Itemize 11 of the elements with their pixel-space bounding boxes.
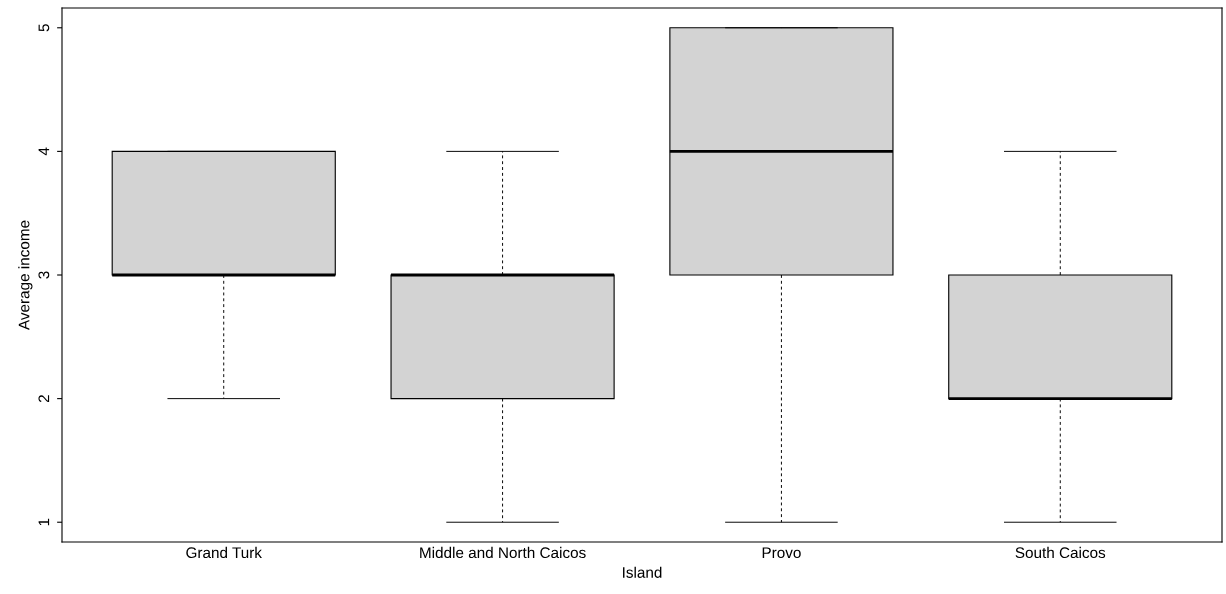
x-tick-label: Provo	[762, 547, 801, 559]
y-tick-label: 4	[38, 147, 50, 156]
y-axis-title: Average income	[18, 220, 33, 331]
y-tick-label: 5	[38, 24, 50, 32]
y-tick-label: 3	[38, 271, 50, 279]
y-tick-label: 1	[38, 518, 50, 526]
x-axis-title: Island	[623, 566, 662, 578]
x-tick-label: Middle and North Caicos	[420, 546, 586, 559]
x-tick-label: South Caicos	[1015, 546, 1106, 559]
x-tick-label: Grand Turk	[186, 546, 262, 559]
y-tick-label: 2	[38, 395, 50, 403]
